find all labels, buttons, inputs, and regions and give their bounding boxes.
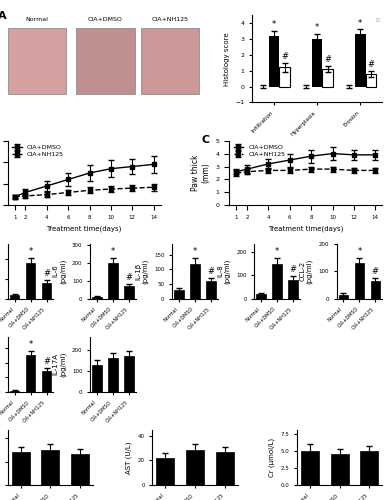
Bar: [41, 450, 59, 485]
Text: *: *: [111, 246, 115, 256]
Bar: [76, 28, 135, 94]
Bar: [156, 458, 174, 485]
Bar: [108, 263, 118, 298]
Text: #: #: [207, 266, 215, 276]
Bar: [279, 68, 290, 86]
Bar: [10, 390, 20, 392]
Y-axis label: IL-1β
(pg/ml): IL-1β (pg/ml): [135, 258, 149, 284]
Text: *: *: [275, 246, 279, 256]
Y-axis label: AST (U/L): AST (U/L): [126, 441, 132, 474]
Text: *: *: [152, 186, 155, 192]
Text: *: *: [193, 246, 197, 256]
Bar: [124, 286, 133, 298]
Bar: [26, 263, 35, 298]
Text: Normal: Normal: [26, 17, 48, 22]
Text: #: #: [372, 266, 379, 276]
Text: CIA+DMSO: CIA+DMSO: [88, 17, 123, 22]
Bar: [355, 34, 365, 86]
Y-axis label: IL-6
(pg/ml): IL-6 (pg/ml): [53, 258, 66, 284]
Bar: [71, 454, 89, 485]
Text: *: *: [272, 20, 276, 30]
Bar: [108, 358, 118, 392]
Text: *: *: [28, 340, 33, 349]
Bar: [12, 452, 30, 485]
Bar: [288, 280, 298, 298]
Y-axis label: Cr (μmol/L): Cr (μmol/L): [269, 438, 275, 477]
Bar: [370, 281, 380, 298]
Text: #: #: [324, 56, 331, 64]
Bar: [301, 451, 319, 485]
Legend: CIA+DMSO, CIA+NH125: CIA+DMSO, CIA+NH125: [11, 144, 65, 158]
Text: *: *: [309, 168, 313, 174]
Bar: [10, 294, 20, 298]
Bar: [272, 264, 282, 298]
Text: *: *: [131, 186, 134, 192]
Text: *: *: [374, 170, 377, 175]
Bar: [360, 451, 378, 485]
Text: A: A: [0, 10, 7, 20]
X-axis label: Treatment time(days): Treatment time(days): [268, 226, 344, 232]
Bar: [206, 281, 216, 298]
Bar: [216, 452, 234, 485]
Bar: [257, 294, 266, 298]
Bar: [186, 450, 204, 485]
Bar: [92, 364, 102, 392]
Bar: [42, 372, 51, 392]
Bar: [339, 294, 348, 298]
Legend: CIA+DMSO, CIA+NH125: CIA+DMSO, CIA+NH125: [232, 144, 286, 158]
Text: #: #: [290, 266, 297, 274]
X-axis label: Treatment time(days): Treatment time(days): [46, 226, 122, 232]
Bar: [124, 356, 133, 392]
Text: *: *: [109, 188, 113, 194]
Bar: [92, 297, 102, 298]
Text: #: #: [125, 273, 132, 282]
Bar: [174, 290, 184, 298]
Text: *: *: [352, 170, 356, 175]
Text: *: *: [88, 188, 91, 194]
Text: #: #: [367, 60, 374, 69]
Text: C: C: [202, 136, 210, 145]
Text: *: *: [331, 168, 334, 174]
Bar: [331, 454, 349, 485]
Text: *: *: [358, 18, 362, 28]
Bar: [190, 264, 200, 298]
Bar: [42, 282, 51, 298]
Y-axis label: Paw thick
(mm): Paw thick (mm): [191, 155, 210, 192]
Text: *: *: [357, 246, 362, 256]
Text: CIA+NH125: CIA+NH125: [151, 17, 188, 22]
Bar: [8, 28, 66, 94]
Text: *: *: [28, 246, 33, 256]
Bar: [26, 356, 35, 392]
Bar: [269, 36, 279, 86]
Text: #: #: [43, 358, 50, 366]
Text: *: *: [315, 24, 319, 32]
Legend: : [376, 18, 379, 21]
Text: #: #: [43, 268, 50, 278]
Bar: [312, 39, 323, 86]
Y-axis label: IL-8
(pg/ml): IL-8 (pg/ml): [217, 258, 230, 284]
Bar: [355, 263, 364, 298]
Bar: [365, 74, 376, 86]
Y-axis label: IL-17A
(pg/ml): IL-17A (pg/ml): [53, 352, 66, 377]
Y-axis label: Histology score: Histology score: [223, 32, 230, 86]
Text: #: #: [281, 52, 288, 61]
Bar: [323, 69, 333, 86]
Y-axis label: CCL-2
(pg/ml): CCL-2 (pg/ml): [300, 258, 313, 284]
Bar: [141, 28, 199, 94]
